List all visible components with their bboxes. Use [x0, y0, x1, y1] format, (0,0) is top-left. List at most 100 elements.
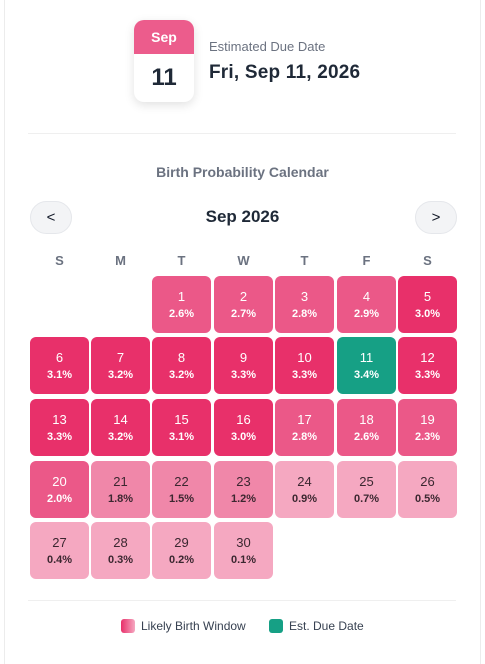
- day-probability: 3.2%: [107, 369, 134, 381]
- calendar-day[interactable]: 30 0.1%: [214, 522, 273, 579]
- day-number: 18: [359, 412, 374, 427]
- calendar-day[interactable]: 1 2.6%: [152, 276, 211, 333]
- day-number: 2: [239, 289, 248, 304]
- calendar-day[interactable]: 13 3.3%: [30, 399, 89, 456]
- calendar-day[interactable]: 4 2.9%: [337, 276, 396, 333]
- calendar-day[interactable]: 27 0.4%: [30, 522, 89, 579]
- legend: Likely Birth Window Est. Due Date: [0, 619, 485, 635]
- day-number: 7: [116, 350, 125, 365]
- calendar-day[interactable]: 21 1.8%: [91, 461, 150, 518]
- calendar-day[interactable]: 2 2.7%: [214, 276, 273, 333]
- day-number: 29: [174, 535, 189, 550]
- calendar-day[interactable]: 25 0.7%: [337, 461, 396, 518]
- day-number: 17: [297, 412, 312, 427]
- calendar-day[interactable]: 16 3.0%: [214, 399, 273, 456]
- day-probability: 2.7%: [230, 308, 257, 320]
- calendar-day[interactable]: 24 0.9%: [275, 461, 334, 518]
- day-probability: 0.2%: [168, 554, 195, 566]
- calendar-day[interactable]: 12 3.3%: [398, 337, 457, 394]
- calendar-day[interactable]: 7 3.2%: [91, 337, 150, 394]
- day-number: 13: [52, 412, 67, 427]
- calendar-day[interactable]: 22 1.5%: [152, 461, 211, 518]
- calendar-day[interactable]: 28 0.3%: [91, 522, 150, 579]
- date-card: Sep 11: [134, 20, 194, 102]
- divider: [28, 600, 456, 601]
- calendar-day[interactable]: 26 0.5%: [398, 461, 457, 518]
- calendar-day[interactable]: 5 3.0%: [398, 276, 457, 333]
- day-number: 27: [52, 535, 67, 550]
- weekday-header: M: [115, 253, 126, 268]
- likely-birth-legend-label: Likely Birth Window: [141, 619, 246, 633]
- day-probability: 2.6%: [168, 308, 195, 320]
- calendar-day[interactable]: 8 3.2%: [152, 337, 211, 394]
- day-number: 25: [359, 474, 374, 489]
- day-probability: 1.8%: [107, 493, 134, 505]
- calendar-day[interactable]: 29 0.2%: [152, 522, 211, 579]
- day-probability: 2.8%: [291, 431, 318, 443]
- day-probability: 0.1%: [230, 554, 257, 566]
- day-probability: 3.3%: [46, 431, 73, 443]
- day-number: 24: [297, 474, 312, 489]
- calendar-day[interactable]: 3 2.8%: [275, 276, 334, 333]
- day-number: 22: [174, 474, 189, 489]
- due-date-swatch: [269, 619, 283, 633]
- due-date-label: Estimated Due Date: [209, 39, 326, 54]
- day-number: 21: [113, 474, 128, 489]
- calendar-day[interactable]: 18 2.6%: [337, 399, 396, 456]
- day-probability: 2.8%: [291, 308, 318, 320]
- day-number: 3: [300, 289, 309, 304]
- day-probability: 1.5%: [168, 493, 195, 505]
- calendar-day[interactable]: 23 1.2%: [214, 461, 273, 518]
- day-probability: 2.6%: [353, 431, 380, 443]
- date-card-day: 11: [151, 64, 177, 91]
- prev-month-button[interactable]: <: [30, 201, 72, 234]
- day-number: 5: [423, 289, 432, 304]
- day-number: 4: [362, 289, 371, 304]
- day-number: 23: [236, 474, 251, 489]
- day-number: 26: [420, 474, 435, 489]
- day-number: 8: [177, 350, 186, 365]
- day-probability: 1.2%: [230, 493, 257, 505]
- day-probability: 3.1%: [168, 431, 195, 443]
- calendar-day[interactable]: 10 3.3%: [275, 337, 334, 394]
- day-number: 12: [420, 350, 435, 365]
- calendar-day[interactable]: 15 3.1%: [152, 399, 211, 456]
- day-probability: 3.0%: [230, 431, 257, 443]
- day-probability: 3.4%: [353, 369, 380, 381]
- weekday-header: T: [300, 253, 309, 268]
- day-number: 28: [113, 535, 128, 550]
- day-number: 1: [177, 289, 186, 304]
- day-probability: 3.2%: [107, 431, 134, 443]
- day-number: 16: [236, 412, 251, 427]
- day-number: 10: [297, 350, 312, 365]
- day-probability: 3.2%: [168, 369, 195, 381]
- weekday-header: T: [177, 253, 186, 268]
- day-probability: 2.3%: [414, 431, 441, 443]
- day-probability: 0.3%: [107, 554, 134, 566]
- calendar-day[interactable]: 19 2.3%: [398, 399, 457, 456]
- calendar-day[interactable]: 17 2.8%: [275, 399, 334, 456]
- weekday-header: S: [55, 253, 64, 268]
- calendar-day[interactable]: 20 2.0%: [30, 461, 89, 518]
- day-probability: 3.3%: [414, 369, 441, 381]
- day-number: 15: [174, 412, 189, 427]
- due-date-legend-label: Est. Due Date: [289, 619, 364, 633]
- calendar-day[interactable]: 14 3.2%: [91, 399, 150, 456]
- day-number: 6: [55, 350, 64, 365]
- due-date-header: Sep 11 Estimated Due Date Fri, Sep 11, 2…: [134, 20, 434, 102]
- calendar-day[interactable]: 6 3.1%: [30, 337, 89, 394]
- day-probability: 3.3%: [291, 369, 318, 381]
- calendar-day[interactable]: 9 3.3%: [214, 337, 273, 394]
- calendar-title: Birth Probability Calendar: [156, 164, 329, 180]
- day-probability: 3.1%: [46, 369, 73, 381]
- day-probability: 3.0%: [414, 308, 441, 320]
- next-month-button[interactable]: >: [415, 201, 457, 234]
- day-probability: 0.7%: [353, 493, 380, 505]
- due-date-value: Fri, Sep 11, 2026: [209, 62, 361, 83]
- calendar-day-due-date[interactable]: 11 3.4%: [337, 337, 396, 394]
- day-probability: 0.5%: [414, 493, 441, 505]
- day-number: 19: [420, 412, 435, 427]
- weekday-header: W: [237, 253, 250, 268]
- day-probability: 0.4%: [46, 554, 73, 566]
- day-number: 9: [239, 350, 248, 365]
